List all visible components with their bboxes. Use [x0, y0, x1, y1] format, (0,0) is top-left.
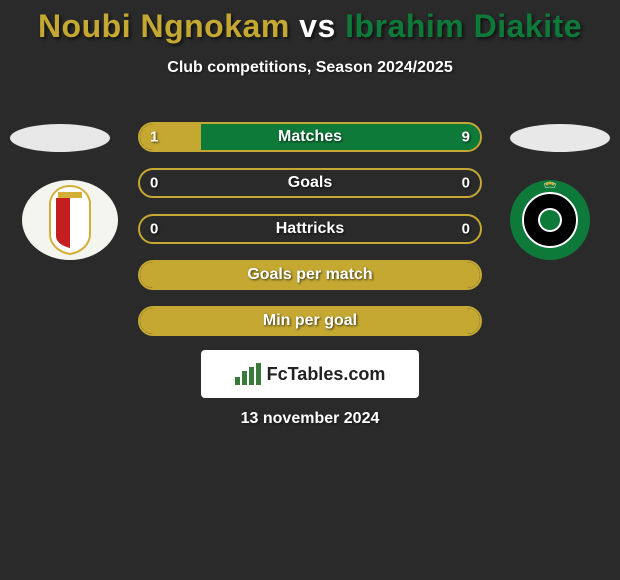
chart-bars-icon: [235, 363, 263, 385]
stat-row: Goals0 0: [138, 168, 482, 198]
stats-container: Matches19Goals00Hattricks00Goals per mat…: [138, 122, 482, 352]
vs-text: vs: [299, 8, 336, 44]
stat-value-right: 9: [462, 129, 470, 146]
stat-label: Min per goal: [140, 312, 480, 330]
stat-label: Goals per match: [140, 266, 480, 284]
club-badge-left: [20, 178, 120, 262]
stat-label: Matches: [140, 128, 480, 146]
stat-row: Min per goal: [138, 306, 482, 336]
stat-label: Hattricks: [140, 220, 480, 238]
stat-row: Matches1 9: [138, 122, 482, 152]
player2-name: Ibrahim Diakite: [345, 8, 582, 44]
stat-row: Hattricks0 0: [138, 214, 482, 244]
logo-text: FcTables.com: [267, 364, 386, 385]
stat-value-right: 0: [462, 221, 470, 238]
player1-name: Noubi Ngnokam: [38, 8, 290, 44]
player2-avatar-placeholder: [510, 124, 610, 152]
comparison-title: Noubi Ngnokam vs Ibrahim Diakite: [0, 0, 620, 45]
stat-value-right: 0: [462, 175, 470, 192]
stat-value-left: 1: [150, 129, 158, 146]
club-badge-right: [500, 178, 600, 262]
stat-value-left: 0: [150, 175, 158, 192]
stat-label: Goals: [140, 174, 480, 192]
stat-value-left: 0: [150, 221, 158, 238]
subtitle: Club competitions, Season 2024/2025: [0, 59, 620, 77]
fctables-logo: FcTables.com: [201, 350, 419, 398]
date-text: 13 november 2024: [0, 410, 620, 428]
player1-avatar-placeholder: [10, 124, 110, 152]
stat-row: Goals per match: [138, 260, 482, 290]
